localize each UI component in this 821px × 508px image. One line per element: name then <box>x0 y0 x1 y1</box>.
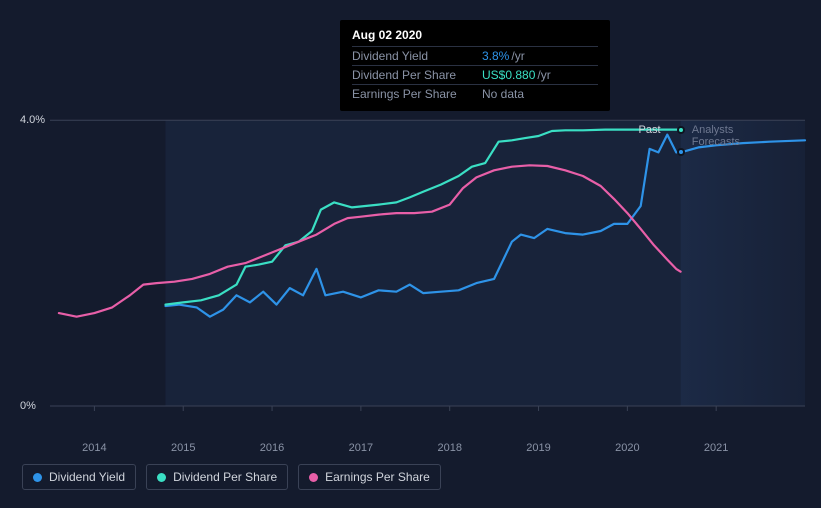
tooltip-unit: /yr <box>511 49 524 63</box>
tooltip-unit: /yr <box>537 68 550 82</box>
x-tick-label: 2017 <box>349 442 373 454</box>
legend: Dividend Yield Dividend Per Share Earnings… <box>22 464 441 490</box>
chart-svg <box>50 106 805 406</box>
x-tick-label: 2016 <box>260 442 284 454</box>
x-tick-label: 2020 <box>615 442 639 454</box>
x-tick-label: 2021 <box>704 442 728 454</box>
legend-label: Earnings Per Share <box>325 470 430 484</box>
legend-dot-icon <box>157 473 166 482</box>
legend-label: Dividend Yield <box>49 470 125 484</box>
tooltip-label: Dividend Yield <box>352 49 482 63</box>
legend-item-dividend_yield[interactable]: Dividend Yield <box>22 464 136 490</box>
tooltip-value: 3.8% <box>482 49 509 63</box>
legend-dot-icon <box>309 473 318 482</box>
y-tick-label: 4.0% <box>20 114 45 126</box>
legend-dot-icon <box>33 473 42 482</box>
tooltip-label: Dividend Per Share <box>352 68 482 82</box>
chart-tooltip: Aug 02 2020 Dividend Yield3.8% /yrDivide… <box>340 20 610 111</box>
region-label: Analysts Forecasts <box>692 124 768 148</box>
tooltip-date: Aug 02 2020 <box>352 28 598 42</box>
legend-item-earnings_per_share[interactable]: Earnings Per Share <box>298 464 441 490</box>
legend-label: Dividend Per Share <box>173 470 277 484</box>
x-tick-label: 2019 <box>526 442 550 454</box>
y-tick-label: 0% <box>20 400 36 412</box>
tooltip-row: Dividend Per ShareUS$0.880 /yr <box>352 65 598 84</box>
dividend-chart: PastAnalysts Forecasts 0%4.0% 2014201520… <box>20 106 805 426</box>
series-marker <box>677 148 685 156</box>
x-tick-label: 2018 <box>437 442 461 454</box>
legend-item-dividend_per_share[interactable]: Dividend Per Share <box>146 464 288 490</box>
tooltip-value: US$0.880 <box>482 68 535 82</box>
x-tick-label: 2015 <box>171 442 195 454</box>
plot-area[interactable]: Past Analysts Forecasts <box>50 106 805 406</box>
x-tick-label: 2014 <box>82 442 106 454</box>
region-label: Past <box>639 124 661 136</box>
series-marker <box>677 126 685 134</box>
tooltip-row: Earnings Per ShareNo data <box>352 84 598 103</box>
tooltip-label: Earnings Per Share <box>352 87 482 101</box>
tooltip-row: Dividend Yield3.8% /yr <box>352 46 598 65</box>
tooltip-value: No data <box>482 87 524 101</box>
